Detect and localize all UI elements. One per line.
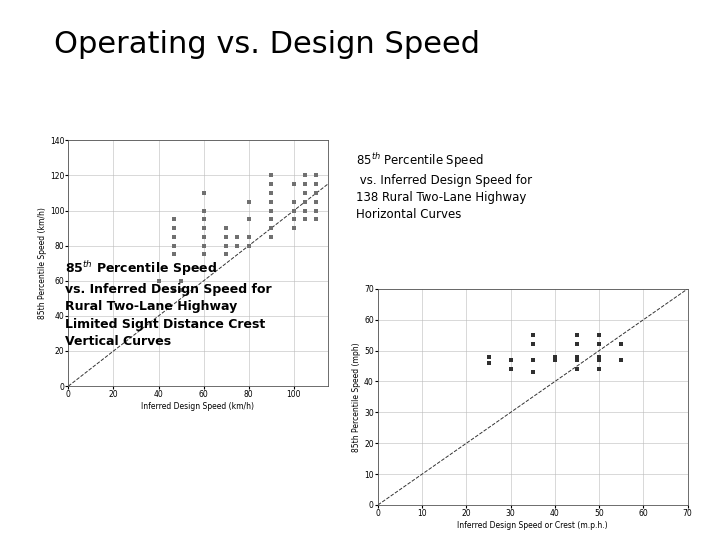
Point xyxy=(310,180,322,188)
Point xyxy=(266,206,277,215)
Point xyxy=(527,340,539,349)
Point xyxy=(232,233,243,241)
Point xyxy=(616,355,627,364)
Text: CEE 320
Fall 2008: CEE 320 Fall 2008 xyxy=(8,478,27,513)
Point xyxy=(266,198,277,206)
Point xyxy=(288,180,300,188)
Point xyxy=(300,180,311,188)
Point xyxy=(243,215,254,224)
Point xyxy=(266,233,277,241)
Point xyxy=(300,198,311,206)
Point xyxy=(300,206,311,215)
Point xyxy=(571,365,582,374)
Point xyxy=(288,215,300,224)
Point xyxy=(168,285,180,294)
X-axis label: Inferred Design Speed or Crest (m.p.h.): Inferred Design Speed or Crest (m.p.h.) xyxy=(457,521,608,530)
Point xyxy=(266,224,277,232)
Point xyxy=(300,215,311,224)
Point xyxy=(168,250,180,259)
Point xyxy=(198,215,210,224)
Point xyxy=(198,250,210,259)
Point xyxy=(220,233,232,241)
Point xyxy=(198,233,210,241)
Point xyxy=(176,276,187,285)
Point xyxy=(243,198,254,206)
Point xyxy=(310,188,322,197)
Point xyxy=(549,353,561,361)
Point xyxy=(232,241,243,250)
Y-axis label: 85th Percentile Speed (km/h): 85th Percentile Speed (km/h) xyxy=(38,207,47,319)
Point xyxy=(198,224,210,232)
Point xyxy=(198,188,210,197)
Point xyxy=(571,355,582,364)
Text: 85$^{th}$ Percentile Speed
 vs. Inferred Design Speed for
138 Rural Two-Lane Hig: 85$^{th}$ Percentile Speed vs. Inferred … xyxy=(356,151,533,221)
Point xyxy=(571,331,582,340)
Point xyxy=(243,233,254,241)
Point xyxy=(168,241,180,250)
Point xyxy=(527,355,539,364)
Point xyxy=(571,340,582,349)
Point xyxy=(300,188,311,197)
Point xyxy=(266,188,277,197)
Point xyxy=(483,359,495,367)
Point xyxy=(288,206,300,215)
Point xyxy=(593,365,605,374)
Point xyxy=(527,331,539,340)
Point xyxy=(571,353,582,361)
Point xyxy=(310,171,322,180)
Point xyxy=(168,215,180,224)
Point xyxy=(153,276,164,285)
Point xyxy=(243,241,254,250)
Point xyxy=(176,285,187,294)
Point xyxy=(616,340,627,349)
Point xyxy=(483,353,495,361)
Text: Operating vs. Design Speed: Operating vs. Design Speed xyxy=(54,30,480,59)
Point xyxy=(198,241,210,250)
Point xyxy=(266,180,277,188)
Point xyxy=(168,224,180,232)
Point xyxy=(593,355,605,364)
Point xyxy=(168,233,180,241)
Point xyxy=(505,355,516,364)
Point xyxy=(593,353,605,361)
Point xyxy=(310,206,322,215)
Point xyxy=(549,355,561,364)
Point xyxy=(288,224,300,232)
Point xyxy=(505,365,516,374)
Point xyxy=(310,215,322,224)
Point xyxy=(310,198,322,206)
Point xyxy=(288,198,300,206)
Point xyxy=(220,224,232,232)
Point xyxy=(527,368,539,376)
Point xyxy=(220,250,232,259)
Point xyxy=(266,215,277,224)
Y-axis label: 85th Percentile Speed (mph): 85th Percentile Speed (mph) xyxy=(352,342,361,452)
Point xyxy=(593,340,605,349)
Point xyxy=(593,331,605,340)
X-axis label: Inferred Design Speed (km/h): Inferred Design Speed (km/h) xyxy=(142,402,254,411)
Text: 85$^{th}$ Percentile Speed
vs. Inferred Design Speed for
Rural Two-Lane Highway
: 85$^{th}$ Percentile Speed vs. Inferred … xyxy=(65,259,271,348)
Point xyxy=(220,241,232,250)
Point xyxy=(266,171,277,180)
Point xyxy=(198,206,210,215)
Point xyxy=(300,171,311,180)
